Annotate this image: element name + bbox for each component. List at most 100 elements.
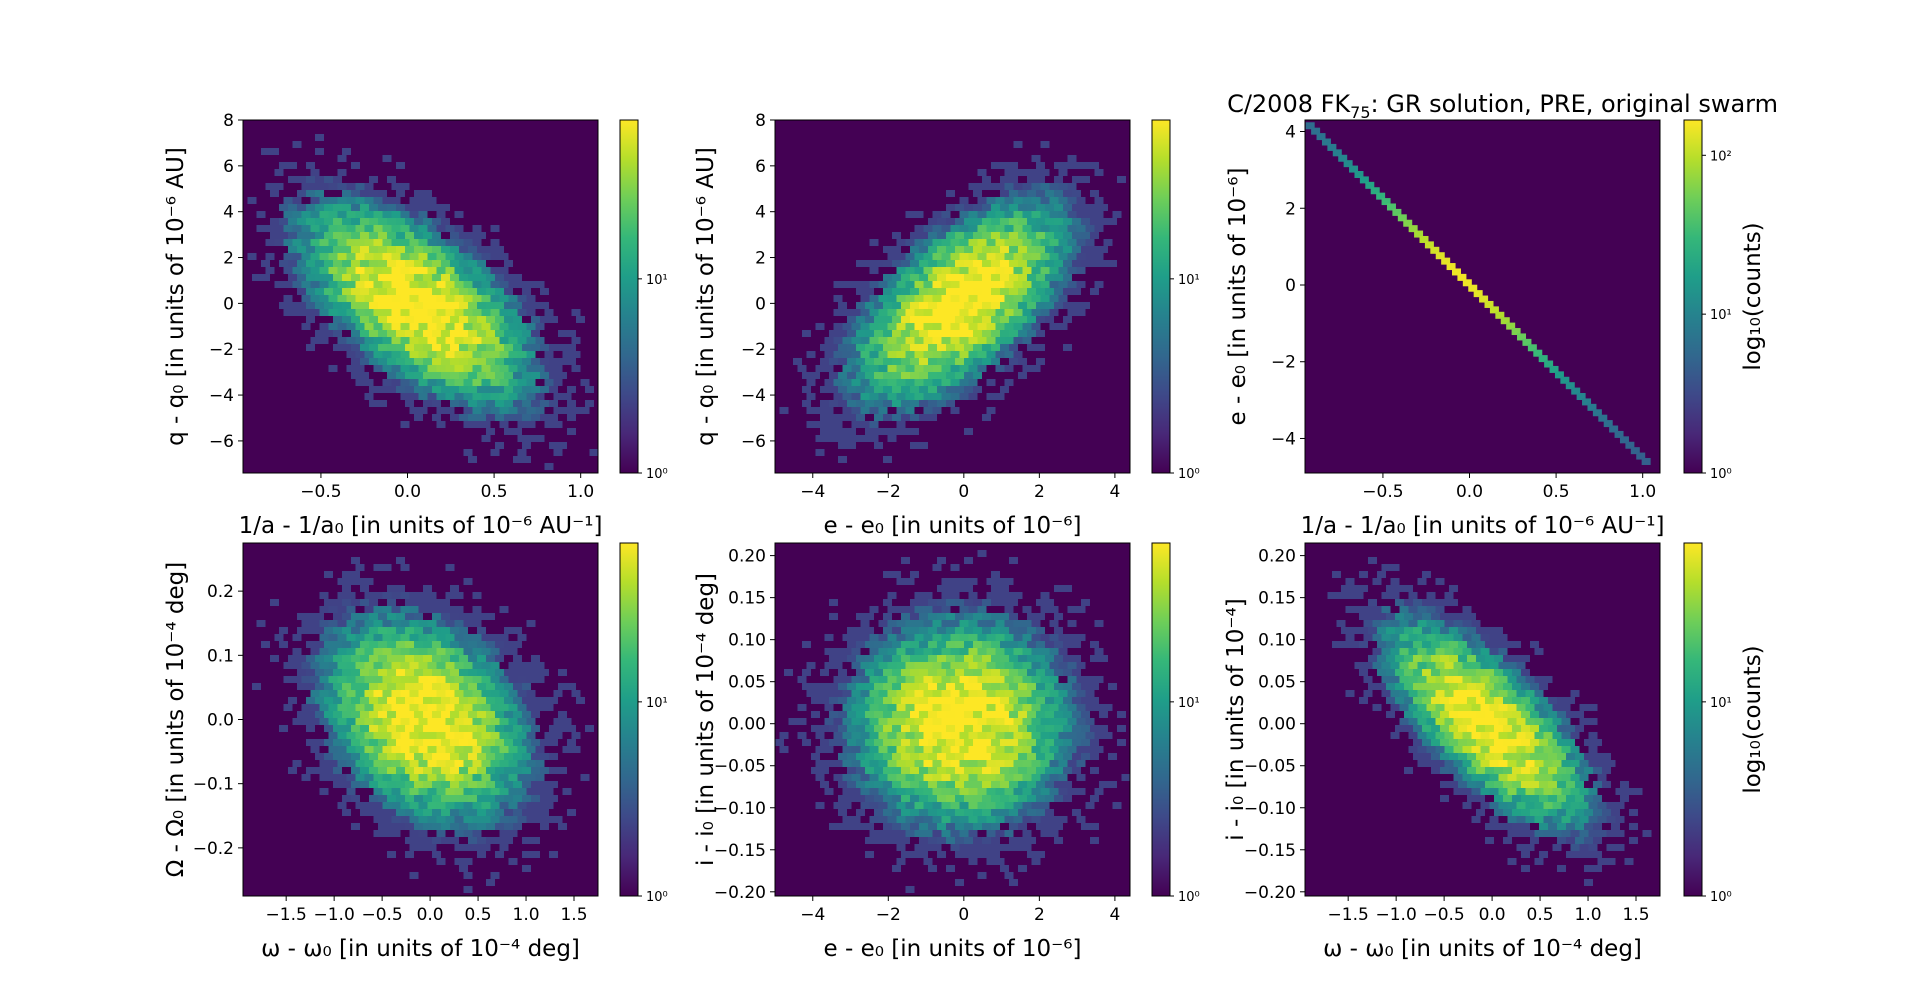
hexbin-cell	[1345, 606, 1355, 613]
hexbin-cell	[1031, 816, 1041, 823]
hexbin-cell	[959, 351, 969, 358]
hexbin-cell	[820, 669, 829, 676]
hexbin-cell	[923, 620, 933, 627]
hexbin-cell	[986, 295, 996, 302]
hexbin-cell	[982, 641, 991, 648]
hexbin-cell	[405, 669, 414, 676]
hexbin-cell	[1031, 239, 1041, 246]
hexbin-cell	[391, 183, 401, 190]
hexbin-cell	[1013, 183, 1023, 190]
hexbin-cell	[346, 718, 356, 725]
hexbin-cell	[531, 302, 540, 309]
hexbin-cell	[567, 739, 576, 746]
hexbin-cell	[1049, 606, 1059, 613]
hexbin-cell	[405, 218, 414, 225]
hexbin-cell	[928, 302, 937, 309]
hexbin-cell	[1548, 781, 1557, 788]
hexbin-cell	[1027, 655, 1036, 662]
hexbin-cell	[779, 407, 789, 414]
hexbin-cell	[432, 414, 441, 421]
hexbin-cell	[982, 655, 991, 662]
hexbin-cell	[382, 634, 392, 641]
hexbin-cell	[815, 732, 825, 739]
hexbin-cell	[1606, 830, 1616, 837]
hexbin-cell	[905, 379, 915, 386]
hexbin-cell	[1018, 753, 1027, 760]
hexbin-cell	[1004, 620, 1014, 627]
hexbin-cell	[874, 683, 883, 690]
hexbin-cell	[387, 358, 396, 365]
hexbin-cell	[941, 690, 951, 697]
x-tick-label: 1.5	[1622, 905, 1649, 925]
hexbin-cell	[1476, 627, 1485, 634]
hexbin-cell	[856, 823, 865, 830]
hexbin-cell	[1368, 613, 1377, 620]
hexbin-cell	[977, 718, 987, 725]
hexbin-cell	[1036, 330, 1045, 337]
hexbin-cell	[937, 585, 946, 592]
hexbin-cell	[1584, 837, 1593, 844]
hexbin-cell	[874, 316, 883, 323]
hexbin-cell	[991, 246, 1000, 253]
hexbin-cells	[252, 557, 594, 893]
hexbin-cell	[1081, 204, 1090, 211]
hexbin-cell	[427, 323, 437, 330]
hexbin-cell	[1525, 676, 1535, 683]
hexbin-cell	[1049, 788, 1059, 795]
hexbin-cell	[328, 676, 338, 683]
hexbin-cell	[1543, 676, 1553, 683]
hexbin-cell	[454, 690, 464, 697]
hexbin-cell	[950, 774, 960, 781]
hexbin-cell	[472, 393, 482, 400]
hexbin-cell	[1566, 781, 1575, 788]
hexbin-cell	[517, 662, 527, 669]
hexbin-cell	[1013, 774, 1023, 781]
hexbin-cell	[950, 393, 960, 400]
hexbin-cell	[337, 253, 347, 260]
hexbin-cell	[1072, 809, 1081, 816]
x-axis-label: 1/a - 1/a₀ [in units of 10⁻⁶ AU⁻¹]	[1301, 513, 1665, 539]
hexbin-cell	[436, 267, 446, 274]
hexbin-cell	[369, 218, 378, 225]
hexbin-cell	[333, 683, 342, 690]
hexbin-cell	[333, 260, 342, 267]
hexbin-cell	[946, 274, 955, 281]
hexbin-cell	[860, 802, 870, 809]
hexbin-cell	[1054, 288, 1063, 295]
hexbin-cell	[869, 267, 879, 274]
hexbin-cell	[815, 323, 825, 330]
hexbin-cell	[1013, 351, 1023, 358]
hexbin-cell	[468, 823, 477, 830]
hexbin-cell	[463, 830, 473, 837]
hexbin-cell	[1485, 627, 1494, 634]
hexbin-cell	[1462, 760, 1472, 767]
hexbin-cell	[1597, 816, 1607, 823]
hexbin-cell	[968, 323, 978, 330]
hexbin-cell	[1413, 683, 1422, 690]
hexbin-cell	[517, 704, 527, 711]
colorbar-tick-label: 10⁰	[646, 467, 668, 482]
hexbin-cell	[1085, 253, 1095, 260]
hexbin-cell	[364, 309, 374, 316]
hexbin-cell	[1489, 306, 1499, 314]
hexbin-cell	[351, 557, 360, 564]
hexbin-cell	[486, 879, 495, 886]
hexbin-cell	[982, 316, 991, 323]
hexbin-cell	[360, 739, 369, 746]
hexbin-cell	[928, 641, 937, 648]
hexbin-cell	[937, 711, 946, 718]
hexbin-cell	[364, 351, 374, 358]
hexbin-cell	[896, 351, 906, 358]
hexbin-cell	[892, 414, 901, 421]
hexbin-cell	[400, 393, 410, 400]
hexbin-cell	[396, 372, 405, 379]
hexbin-cell	[391, 225, 401, 232]
hexbin-cell	[423, 781, 432, 788]
hexbin-cell	[932, 732, 942, 739]
hexbin-cell	[292, 281, 302, 288]
hexbin-cell	[1009, 879, 1018, 886]
hexbin-cell	[531, 697, 540, 704]
hexbin-cell	[324, 260, 333, 267]
hexbin-cell	[1072, 711, 1081, 718]
hexbin-cell	[901, 372, 910, 379]
